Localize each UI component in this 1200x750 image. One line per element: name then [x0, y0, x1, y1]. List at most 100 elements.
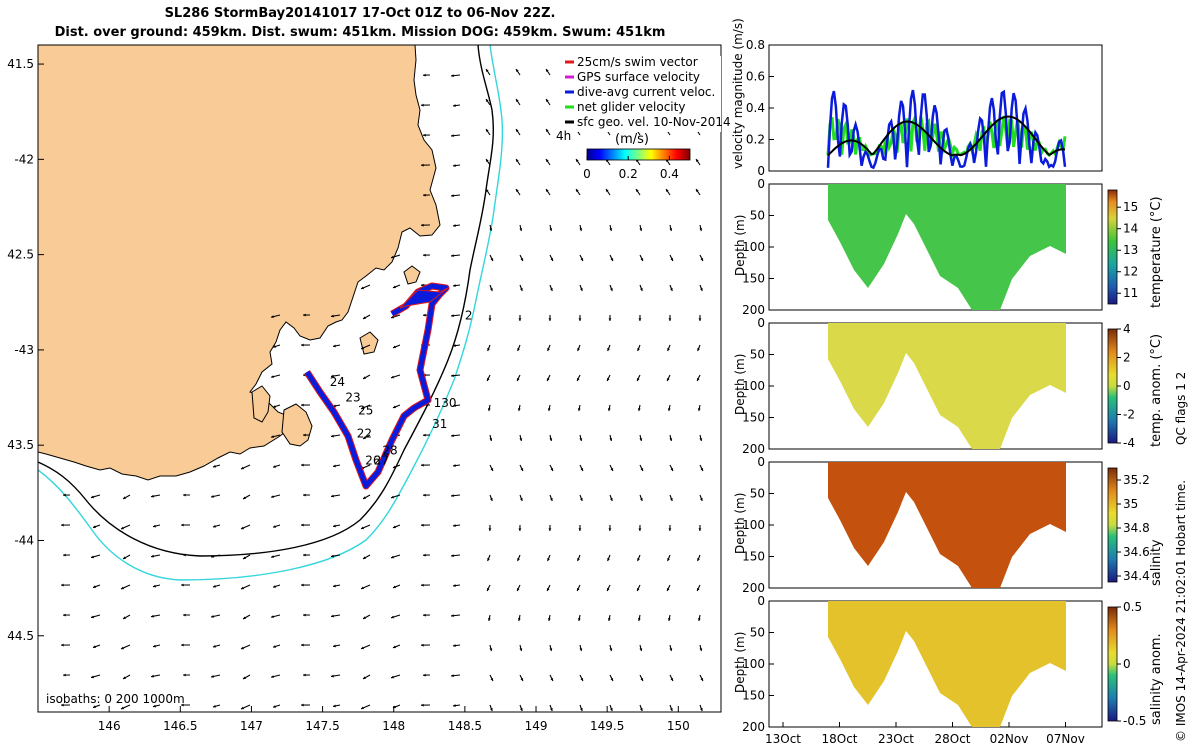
velocity-arrowhead — [393, 345, 396, 349]
velocity-arrowhead — [241, 466, 244, 470]
velocity-arrowhead — [271, 555, 274, 559]
velocity-arrowhead — [546, 378, 550, 381]
section-cbar-tick-label: 2 — [1123, 351, 1131, 365]
velocity-arrowhead — [91, 555, 94, 559]
velocity-arrowhead — [211, 495, 214, 498]
velocity-arrowhead — [576, 588, 580, 591]
section-cbar-tick-label: 11 — [1123, 286, 1138, 300]
section-cbar-tick-label: 35.2 — [1123, 473, 1150, 487]
velocity-ylabel: velocity magnitude (m/s) — [731, 18, 745, 169]
velocity-arrowhead — [241, 706, 244, 710]
section-cbar-label: salinity anom. — [1149, 633, 1164, 725]
velocity-arrowhead — [670, 678, 674, 681]
velocity-arrowhead — [303, 673, 306, 677]
velocity-arrowhead — [516, 159, 519, 162]
velocity-arrowhead — [333, 464, 336, 468]
section-ylabel: Depth (m) — [733, 215, 747, 276]
velocity-arrowhead — [576, 189, 579, 192]
velocity-arrowhead — [546, 69, 549, 72]
velocity-arrowhead — [489, 438, 493, 441]
velocity-arrowhead — [696, 378, 700, 381]
velocity-arrowhead — [696, 588, 700, 591]
velocity-arrowhead — [421, 643, 424, 647]
velocity-arrowhead — [273, 705, 276, 708]
map-xtick-label: 147 — [240, 719, 263, 733]
velocity-arrowhead — [668, 318, 672, 321]
velocity-arrowhead — [579, 708, 583, 711]
velocity-arrowhead — [213, 704, 216, 708]
velocity-arrowhead — [271, 675, 274, 679]
velocity-arrowhead — [421, 523, 424, 527]
velocity-arrowhead — [666, 588, 670, 591]
velocity-arrowhead — [696, 189, 699, 192]
velocity-arrowhead — [391, 675, 394, 679]
velocity-arrowhead — [487, 408, 491, 411]
velocity-arrowhead — [606, 588, 610, 591]
velocity-arrowhead — [549, 648, 553, 651]
velocity-arrowhead — [580, 258, 584, 261]
velocity-arrowhead — [669, 708, 673, 711]
velocity-arrowhead — [486, 129, 489, 132]
velocity-arrowhead — [213, 584, 216, 588]
section-ytick-label: 50 — [750, 487, 765, 501]
velocity-arrowhead — [451, 374, 454, 378]
velocity-ytick-label: 0.4 — [746, 101, 765, 115]
section-data-fill — [828, 601, 1066, 727]
velocity-arrowhead — [451, 614, 454, 618]
velocity-arrowhead — [183, 553, 186, 557]
section-cbar-tick-label: 13 — [1123, 243, 1138, 257]
velocity-arrowhead — [638, 318, 642, 321]
velocity-arrowhead — [516, 69, 519, 72]
velocity-arrowhead — [550, 288, 553, 291]
plot-title-line1: SL286 StormBay20141017 17-Oct 01Z to 06-… — [164, 6, 556, 21]
velocity-arrowhead — [549, 438, 553, 441]
velocity-arrowhead — [451, 314, 454, 318]
velocity-arrowhead — [363, 496, 366, 499]
velocity-arrowhead — [423, 673, 426, 677]
velocity-arrowhead — [577, 618, 581, 621]
velocity-arrowhead — [577, 558, 580, 561]
section-ytick-label: 150 — [742, 272, 765, 286]
velocity-arrowhead — [451, 494, 454, 498]
velocity-arrowhead — [123, 496, 126, 499]
section-ytick-label: 200 — [742, 581, 765, 595]
velocity-arrowhead — [453, 644, 456, 648]
section-data-fill — [828, 462, 1066, 588]
section-cbar-tick-label: 0 — [1123, 379, 1131, 393]
section-cbar-tick-label: -0.5 — [1123, 714, 1146, 728]
velocity-arrowhead — [519, 708, 523, 711]
velocity-arrowhead — [333, 344, 336, 348]
velocity-arrowhead — [637, 408, 641, 411]
section-ytick-label: 0 — [757, 177, 765, 191]
track-day-label: 31 — [432, 417, 447, 431]
velocity-arrowhead — [609, 498, 613, 501]
velocity-arrowhead — [577, 408, 581, 411]
velocity-arrowhead — [181, 583, 184, 587]
velocity-arrowhead — [519, 498, 523, 501]
velocity-arrowhead — [639, 498, 643, 501]
velocity-arrowhead — [547, 408, 551, 411]
section-ylabel: Depth (m) — [733, 493, 747, 554]
velocity-arrowhead — [391, 255, 394, 259]
velocity-arrowhead — [273, 645, 276, 648]
legend-label: dive-avg current veloc. — [577, 85, 715, 99]
velocity-arrowhead — [550, 468, 554, 471]
velocity-arrowhead — [121, 646, 124, 650]
velocity-arrowhead — [243, 676, 246, 679]
velocity-arrowhead — [63, 553, 66, 557]
velocity-arrowhead — [548, 318, 552, 321]
velocity-arrowhead — [520, 258, 524, 261]
velocity-arrowhead — [273, 465, 276, 468]
track-day-label: 27 — [374, 453, 389, 467]
velocity-arrowhead — [453, 284, 456, 288]
velocity-arrowhead — [393, 585, 396, 589]
velocity-arrowhead — [91, 615, 94, 619]
section-xtick-label: 28Oct — [934, 732, 970, 746]
velocity-arrowhead — [451, 254, 454, 258]
map-xtick-label: 146 — [98, 719, 121, 733]
velocity-arrowhead — [183, 493, 186, 497]
velocity-arrowhead — [61, 703, 64, 707]
velocity-arrowhead — [488, 318, 492, 321]
velocity-arrowhead — [393, 405, 396, 409]
